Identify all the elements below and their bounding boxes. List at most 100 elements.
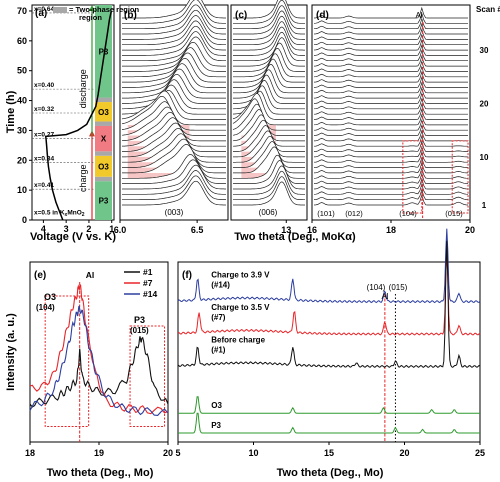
phase-region-1	[95, 176, 112, 182]
trace-21	[313, 86, 468, 99]
trace-9	[233, 135, 305, 163]
trace-16	[313, 113, 468, 126]
trace-5	[122, 159, 226, 184]
trace-fill-18	[122, 90, 226, 115]
panel-e-o3-label: O3	[44, 292, 56, 302]
trace-19	[313, 97, 468, 110]
trace-21	[233, 74, 305, 99]
f-x-tick-label-5: 5	[175, 448, 180, 458]
panel-d-ann-101: (101)	[317, 209, 335, 218]
phase-label-4: X	[101, 135, 107, 144]
trace-fill-20	[314, 93, 468, 104]
trace-fill-11	[314, 141, 468, 152]
f-series-label-2-1: (#1)	[211, 345, 226, 354]
panel-e-boxes	[44, 282, 166, 442]
trace-36	[233, 0, 305, 19]
trace-32	[122, 15, 226, 40]
trace-13	[313, 129, 468, 142]
trace-1	[313, 193, 469, 206]
e-legend-label-2: #14	[143, 289, 157, 299]
scan-axis-label: Scan #	[476, 5, 500, 14]
trace-1	[233, 181, 305, 206]
trace-26	[233, 48, 305, 72]
trace-fill-18	[314, 104, 468, 115]
panel-b: 6.0 6.5 (b) (003)	[114, 0, 229, 235]
panel-e: 18 19 20 #1#7#14 (e) Al O3 (104) P3 (015) …	[5, 261, 173, 479]
d-x-tick-label-2: 20	[465, 225, 475, 235]
trace-28	[313, 49, 468, 62]
trace-fill-7	[233, 146, 305, 173]
phase-label-6: O3	[98, 108, 109, 117]
discharge-label: discharge	[78, 69, 88, 108]
y-tick-label-50: 50	[17, 66, 27, 76]
trace-19	[233, 85, 305, 110]
panel-e-015-label: (015)	[130, 326, 149, 335]
panel-c-traces	[232, 0, 305, 206]
panel-e-xlabel: Two theta (Deg., Mo)	[47, 467, 154, 479]
trace-10	[233, 130, 305, 158]
d-x-tick-label-0: 16	[307, 225, 317, 235]
trace-21	[122, 73, 226, 99]
panel-e-ticks: 18 19 20	[25, 442, 173, 458]
y-tick-label-70: 70	[17, 6, 27, 16]
trace-fill-1	[122, 181, 226, 205]
phase-region-7	[95, 97, 112, 103]
d-box-1	[451, 140, 469, 214]
f-x-tick-label-20: 20	[399, 448, 409, 458]
panel-e-p3-label: P3	[134, 315, 145, 325]
e-series-#1	[29, 336, 169, 408]
trace-22	[313, 81, 468, 94]
x-tick-label-4: 4	[41, 224, 46, 234]
d-x-tick-label-1: 18	[386, 225, 396, 235]
trace-7	[122, 144, 226, 174]
legend-two-phase: = Two-phase region	[69, 5, 139, 14]
trace-36	[122, 0, 226, 19]
trace-22	[233, 69, 305, 94]
composition-rest: MnO	[67, 210, 81, 217]
trace-25	[313, 65, 468, 78]
trace-13	[121, 111, 226, 142]
phase-region-3	[95, 151, 112, 156]
e-box-o3	[44, 295, 90, 427]
composition-label-0: x=0.5 in KxMnO2	[34, 210, 85, 219]
trace-8	[122, 138, 226, 168]
trace-3	[233, 170, 305, 195]
f-series-label-0-1: (#14)	[211, 281, 230, 290]
trace-fill-13	[233, 114, 305, 141]
f-series-label-3-0: O3	[211, 401, 222, 410]
trace-23	[233, 63, 305, 88]
c-x-tick-label-0: 13	[281, 225, 291, 235]
panel-f-traces: Charge to 3.9 V(#14) Charge to 3.5 V(#7) B…	[177, 228, 481, 434]
panel-c-label: (c)	[235, 10, 247, 21]
trace-4	[313, 177, 469, 190]
panel-b-label: (b)	[124, 10, 137, 21]
trace-23	[313, 76, 468, 88]
trace-32	[233, 15, 305, 40]
trace-23	[122, 63, 226, 88]
panel-f-al-label: Al	[381, 292, 388, 301]
trace-17	[232, 93, 305, 120]
trace-fill-6	[314, 168, 468, 179]
trace-34	[313, 17, 468, 30]
phase-label-8: P3	[99, 47, 109, 56]
trace-fill-16	[314, 114, 468, 125]
trace-19	[122, 84, 226, 110]
trace-12	[313, 134, 468, 147]
panel-d-traces	[313, 6, 469, 206]
trace-12	[122, 117, 226, 147]
trace-fill-21	[233, 75, 305, 99]
y-tick-label-30: 30	[17, 125, 27, 135]
trace-30	[122, 25, 226, 51]
e-series-#14	[29, 305, 169, 416]
trace-fill-30	[314, 40, 468, 51]
panel-d: 16 18 20 (d) Al (101) (012) (104) (015) Sc…	[307, 4, 500, 235]
trace-28	[122, 36, 226, 62]
trace-3	[122, 170, 226, 195]
composition-sub2: 2	[82, 212, 85, 218]
trace-9	[122, 133, 226, 163]
panel-d-boxes	[402, 22, 469, 218]
composition-label-4: x=0.32	[34, 106, 54, 113]
f-series-label-4-0: P3	[211, 421, 221, 430]
trace-15	[232, 103, 305, 131]
